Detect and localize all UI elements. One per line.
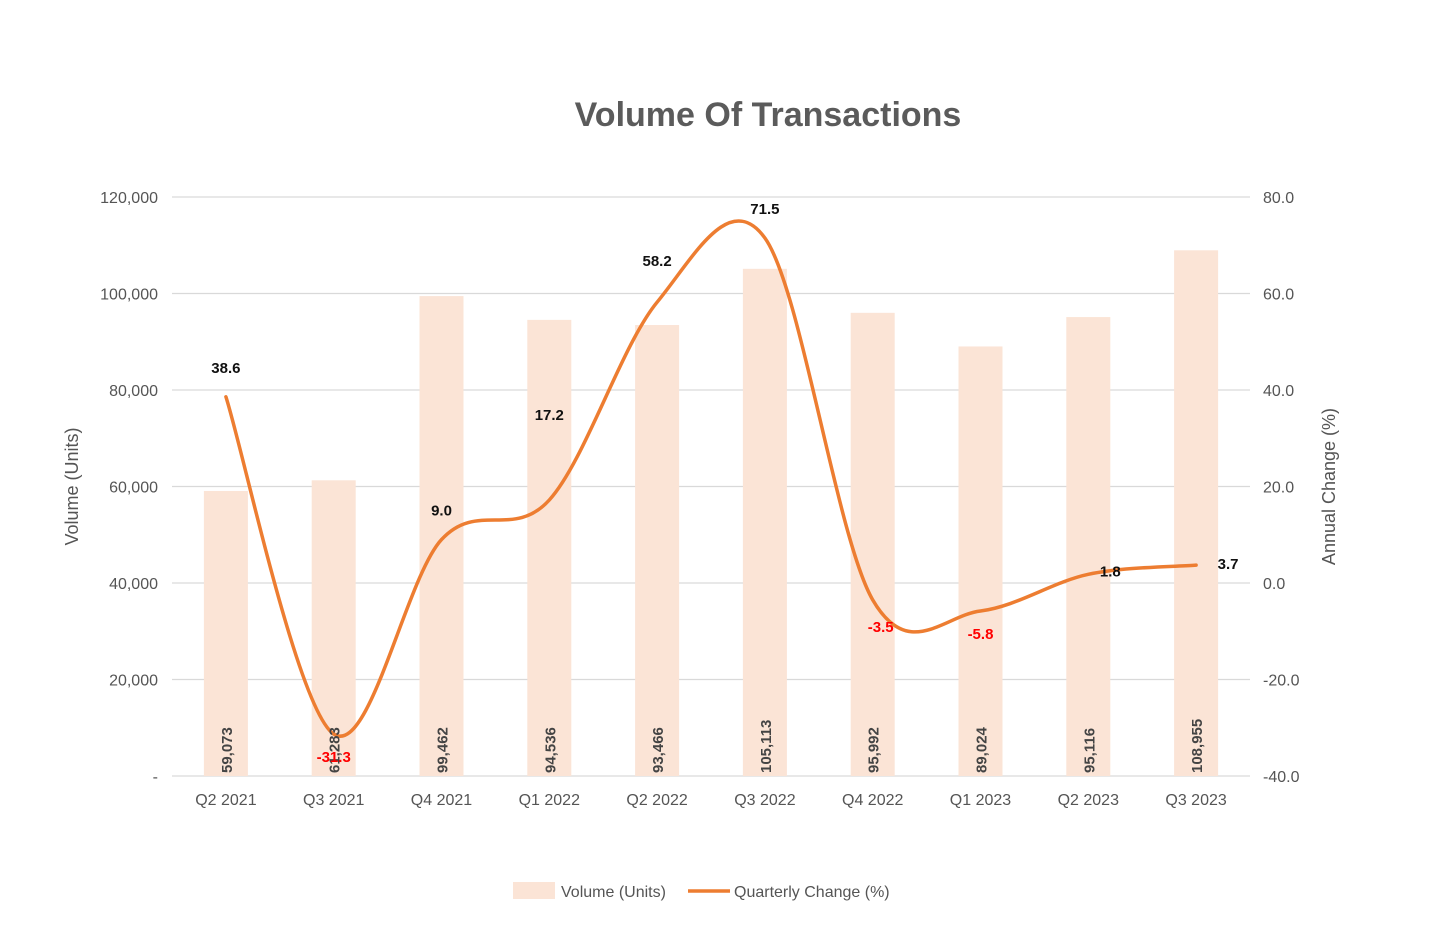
line-point-label: 9.0: [431, 503, 452, 520]
y-right-tick-label: 0.0: [1263, 576, 1285, 593]
y-left-tick-label: 120,000: [100, 190, 158, 207]
line-point-label: -5.8: [968, 626, 994, 643]
line-point-label: 58.2: [642, 253, 671, 270]
x-tick-label: Q4 2022: [842, 792, 903, 809]
bar-value-label: 95,992: [866, 727, 883, 773]
bar-value-label: 93,466: [650, 727, 667, 773]
x-tick-label: Q1 2022: [519, 792, 580, 809]
x-tick-label: Q3 2023: [1165, 792, 1226, 809]
x-tick-label: Q2 2021: [195, 792, 256, 809]
bar: [1066, 317, 1111, 776]
y-left-tick-label: 40,000: [109, 576, 158, 593]
bar-value-label: 95,116: [1081, 728, 1098, 773]
bar-value-label: 94,536: [542, 727, 559, 773]
line-series-quarterly-change: [224, 219, 1198, 738]
y-left-tick-label: -: [153, 769, 158, 786]
x-tick-label: Q3 2022: [734, 792, 795, 809]
y-right-tick-label: -40.0: [1263, 769, 1300, 786]
bar: [527, 319, 572, 776]
x-tick-label: Q4 2021: [411, 792, 472, 809]
y-left-axis-title: Volume (Units): [62, 427, 82, 545]
bar: [850, 312, 895, 776]
y-right-tick-label: 60.0: [1263, 287, 1294, 304]
bar: [419, 296, 464, 776]
bar-value-label: 89,024: [974, 726, 991, 773]
bar-value-label: 105,113: [758, 720, 775, 773]
y-right-tick-label: -20.0: [1263, 673, 1300, 690]
line-point-label: 17.2: [535, 407, 564, 424]
line-point-label: -31.3: [317, 749, 351, 766]
bar: [958, 346, 1003, 776]
bar-value-label: 108,955: [1189, 719, 1206, 773]
x-tick-label: Q2 2022: [626, 792, 687, 809]
y-left-tick-label: 100,000: [100, 287, 158, 304]
bar: [203, 490, 248, 776]
bar-value-label: 99,462: [435, 727, 452, 773]
legend-label-quarterly-change: Quarterly Change (%): [734, 884, 890, 901]
y-right-tick-label: 20.0: [1263, 480, 1294, 497]
y-left-tick-label: 20,000: [109, 673, 158, 690]
bar: [1174, 250, 1219, 777]
legend-swatch-volume: [513, 882, 555, 899]
y-left-tick-label: 60,000: [109, 480, 158, 497]
line-point-label: 38.6: [211, 360, 240, 377]
y-right-axis-title: Annual Change (%): [1319, 408, 1339, 565]
x-tick-label: Q2 2023: [1058, 792, 1119, 809]
bar-value-label: 61,283: [327, 727, 344, 773]
line-point-label: 1.8: [1100, 563, 1121, 580]
y-right-tick-label: 80.0: [1263, 190, 1294, 207]
y-right-tick-label: 40.0: [1263, 383, 1294, 400]
line-point-label: -3.5: [868, 619, 894, 636]
line-point-label: 3.7: [1218, 556, 1239, 573]
bar: [742, 268, 787, 776]
chart-title: Volume Of Transactions: [574, 96, 962, 134]
legend-label-volume: Volume (Units): [561, 884, 666, 901]
bar: [635, 325, 680, 776]
y-left-tick-label: 80,000: [109, 383, 158, 400]
line-point-label: 71.5: [750, 201, 779, 218]
bar: [311, 480, 356, 776]
x-tick-label: Q1 2023: [950, 792, 1011, 809]
bar-value-label: 59,073: [219, 727, 236, 773]
x-tick-label: Q3 2021: [303, 792, 364, 809]
